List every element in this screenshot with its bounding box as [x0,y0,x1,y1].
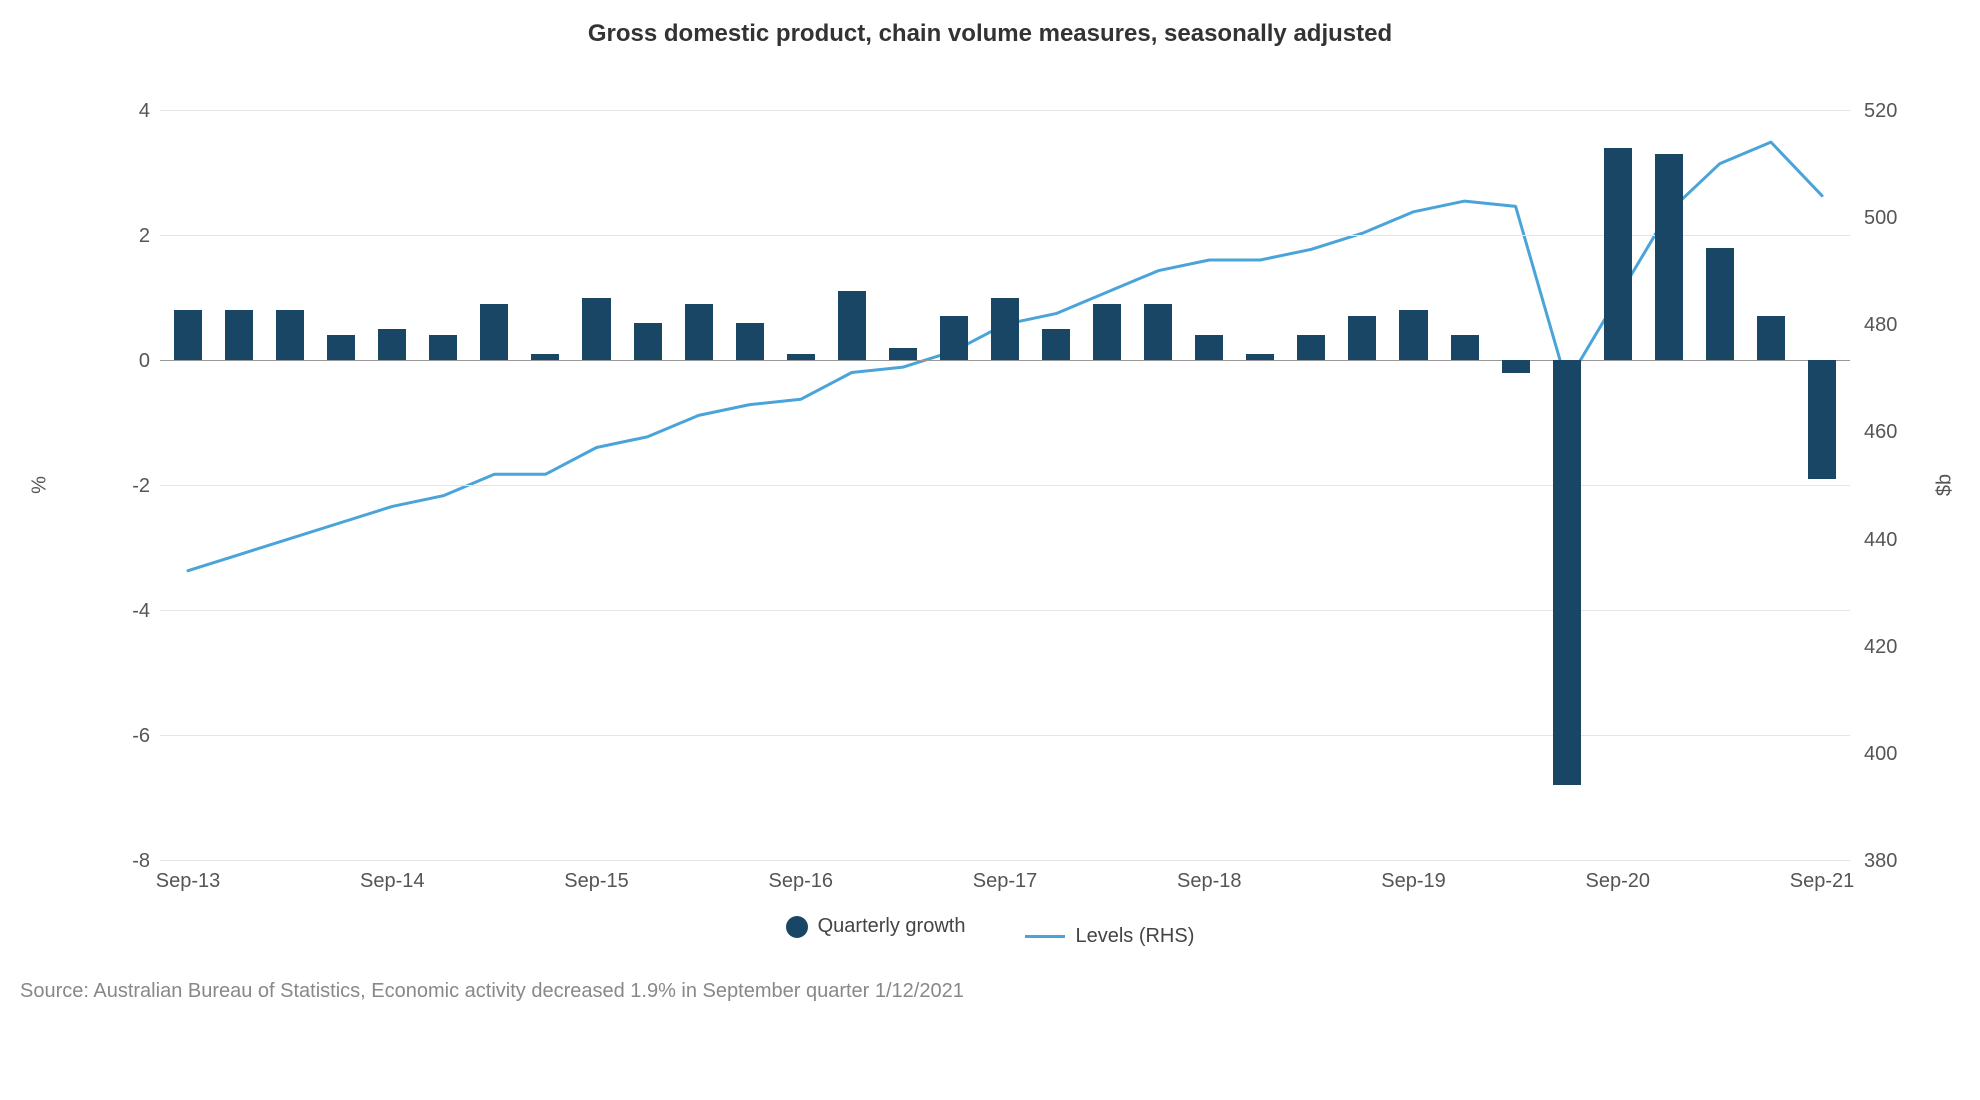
chart-title: Gross domestic product, chain volume mea… [0,20,1980,48]
xtick: Sep-21 [1790,870,1855,893]
chart-source: Source: Australian Bureau of Statistics,… [20,980,964,1003]
bar [1297,335,1325,360]
gridline [160,860,1850,861]
bar [736,323,764,361]
ytick-right: 500 [1864,207,1897,230]
bar [685,304,713,360]
ytick-right: 420 [1864,636,1897,659]
plot-area [160,110,1850,860]
gridline [160,110,1850,111]
ytick-left: 0 [90,350,150,373]
bar [1655,154,1683,360]
bar [1144,304,1172,360]
bar [889,348,917,361]
ytick-left: 4 [90,100,150,123]
xtick: Sep-18 [1177,870,1242,893]
bar [1399,310,1427,360]
y-axis-right-label: $b [1934,474,1957,496]
bar [225,310,253,360]
legend-label: Levels (RHS) [1075,925,1194,948]
ytick-left: -6 [90,725,150,748]
bar [940,316,968,360]
bar [1195,335,1223,360]
bar [582,298,610,361]
gridline [160,735,1850,736]
bar [1757,316,1785,360]
bar [276,310,304,360]
xtick: Sep-13 [156,870,221,893]
ytick-right: 440 [1864,529,1897,552]
bar [1604,148,1632,361]
gridline [160,610,1850,611]
ytick-left: -2 [90,475,150,498]
gridline [160,485,1850,486]
bar [1502,360,1530,373]
ytick-left: -8 [90,850,150,873]
bar [991,298,1019,361]
gridline [160,235,1850,236]
xtick: Sep-17 [973,870,1038,893]
ytick-left: 2 [90,225,150,248]
bar [378,329,406,360]
ytick-right: 400 [1864,743,1897,766]
zero-line [160,360,1850,361]
ytick-right: 380 [1864,850,1897,873]
bar [1553,360,1581,785]
bar [1451,335,1479,360]
bar [480,304,508,360]
xtick: Sep-16 [769,870,834,893]
ytick-right: 480 [1864,314,1897,337]
xtick: Sep-19 [1381,870,1446,893]
legend-item: Levels (RHS) [1025,925,1194,948]
bar [787,354,815,360]
bar [1042,329,1070,360]
gdp-chart: Gross domestic product, chain volume mea… [0,0,1980,1100]
bar [1348,316,1376,360]
legend-label: Quarterly growth [818,915,966,938]
legend-swatch-line-icon [1025,935,1065,938]
xtick: Sep-15 [564,870,629,893]
bar [531,354,559,360]
ytick-right: 460 [1864,421,1897,444]
bar [174,310,202,360]
xtick: Sep-14 [360,870,425,893]
chart-legend: Quarterly growth Levels (RHS) [0,915,1980,948]
bar [1808,360,1836,479]
bar [429,335,457,360]
ytick-left: -4 [90,600,150,623]
bar [327,335,355,360]
legend-item: Quarterly growth [786,915,966,938]
xtick: Sep-20 [1586,870,1651,893]
bar [1246,354,1274,360]
bar [1706,248,1734,361]
bar [1093,304,1121,360]
legend-swatch-bar-icon [786,916,808,938]
y-axis-left-label: % [29,476,52,494]
ytick-right: 520 [1864,100,1897,123]
bar [634,323,662,361]
bar [838,291,866,360]
